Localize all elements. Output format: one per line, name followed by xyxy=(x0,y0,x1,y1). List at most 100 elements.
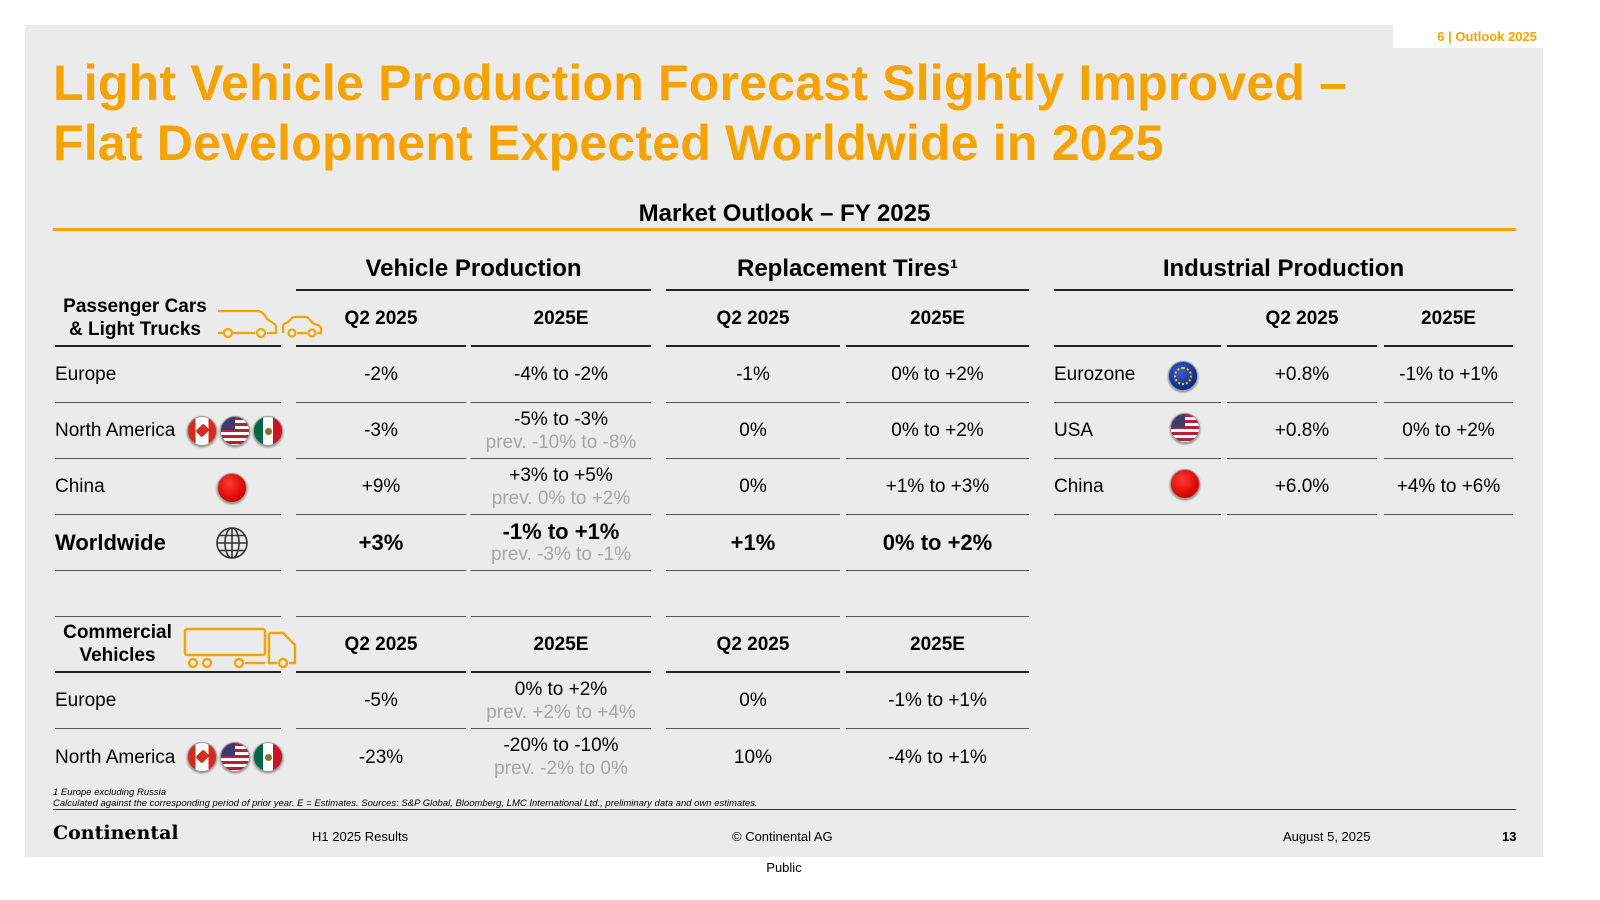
market-outlook-subtitle: Market Outlook – FY 2025 xyxy=(638,200,931,227)
pc-na-vp-q2: -3% xyxy=(296,403,466,459)
cv-rt-q2-header: Q2 2025 xyxy=(666,617,840,673)
china-flag-icon xyxy=(1170,469,1200,499)
ip-usa-fy: 0% to +2% xyxy=(1384,403,1513,459)
canada-flag-icon xyxy=(187,416,217,446)
ip-blank-header xyxy=(1054,291,1221,347)
commercial-label-cell: Commercial Vehicles xyxy=(55,617,297,673)
car-van-icon xyxy=(218,309,323,339)
north-america-flags xyxy=(187,416,283,446)
region-label: North America xyxy=(55,746,176,768)
cv-na-rt-q2: 10% xyxy=(733,746,773,768)
industrial-production-header: Industrial Production xyxy=(1054,255,1513,291)
pc-ww-vp-prev: prev. -3% to -1% xyxy=(490,543,632,565)
table-row: Europe xyxy=(55,347,281,403)
region-label: USA xyxy=(1054,420,1094,441)
pc-ww-vp-fy: -1% to +1% xyxy=(502,518,620,544)
pc-china-vp-prev: prev. 0% to +2% xyxy=(491,487,631,509)
region-label: North America xyxy=(55,420,176,441)
cv-europe-rt-q2: 0% xyxy=(666,673,840,729)
pc-ww-rt-fy: 0% to +2% xyxy=(846,515,1029,571)
pc-china-rt-fy: +1% to +3% xyxy=(846,459,1029,515)
pc-europe-rt-q2: -1% xyxy=(666,347,840,403)
table-row: Europe xyxy=(55,673,281,729)
cv-na-vp-q2: -23% xyxy=(358,746,404,768)
cv-europe-vp-fy: 0% to +2% xyxy=(514,678,608,700)
pc-na-rt-q2: 0% xyxy=(666,403,840,459)
ip-eurozone-fy: -1% to +1% xyxy=(1384,347,1513,403)
cv-europe-vp-q2: -5% xyxy=(296,673,466,729)
cv-na-rt-fy: -4% to +1% xyxy=(888,746,987,768)
canada-flag-icon xyxy=(187,742,217,772)
north-america-flags xyxy=(187,742,283,772)
mexico-flag-icon xyxy=(253,416,283,446)
table-row: USA xyxy=(1054,403,1221,459)
pc-na-vp-fy-cell: -5% to -3% prev. -10% to -8% xyxy=(471,403,651,459)
spacer-rule xyxy=(296,561,466,617)
slide: 6 | Outlook 2025 Light Vehicle Productio… xyxy=(25,25,1543,857)
cv-vp-fy-header: 2025E xyxy=(471,617,651,673)
footer-date: August 5, 2025 xyxy=(1283,829,1371,844)
continental-logo: Continental xyxy=(53,822,179,844)
truck-icon xyxy=(183,627,297,669)
commercial-vehicles-label: Commercial Vehicles xyxy=(63,622,172,666)
cv-na-vp-fy: -20% to -10% xyxy=(503,735,619,756)
spacer-rule xyxy=(666,561,840,617)
page-number: 13 xyxy=(1502,829,1517,844)
mexico-flag-icon xyxy=(253,742,283,772)
region-label: China xyxy=(55,476,105,497)
ip-fy-header: 2025E xyxy=(1384,291,1513,347)
ip-china-q2: +6.0% xyxy=(1227,459,1377,515)
ip-usa-q2: +0.8% xyxy=(1227,403,1377,459)
table-row: North America xyxy=(55,403,283,459)
pc-china-vp-fy: +3% to +5% xyxy=(509,464,613,486)
pc-rt-fy-header: 2025E xyxy=(846,291,1029,347)
cv-europe-rt-fy: -1% to +1% xyxy=(846,673,1029,729)
pc-na-rt-fy: 0% to +2% xyxy=(846,403,1029,459)
slide-tag: 6 | Outlook 2025 xyxy=(1393,25,1543,48)
classification-label: Public xyxy=(766,860,802,875)
passenger-cars-label-cell: Passenger Cars & Light Trucks xyxy=(55,291,323,347)
region-label: Eurozone xyxy=(1054,364,1136,385)
ip-q2-header: Q2 2025 xyxy=(1227,291,1377,347)
vehicle-production-header: Vehicle Production xyxy=(296,255,651,291)
pc-ww-rt-q2: +1% xyxy=(666,515,840,571)
pc-ww-vp-q2: +3% xyxy=(296,515,466,571)
footnote-2: Calculated against the corresponding per… xyxy=(53,798,758,809)
table-row: North America xyxy=(55,729,283,785)
cv-europe-vp-prev: prev. +2% to +4% xyxy=(486,701,636,723)
eu-flag-icon xyxy=(1168,361,1198,391)
footer-event: H1 2025 Results xyxy=(312,829,409,844)
pc-vp-fy-header: 2025E xyxy=(471,291,651,347)
pc-europe-rt-fy: 0% to +2% xyxy=(846,347,1029,403)
pc-europe-vp-fy: -4% to -2% xyxy=(471,347,651,403)
cv-na-vp-prev: prev. -2% to 0% xyxy=(494,758,628,779)
pc-europe-vp-q2: -2% xyxy=(296,347,466,403)
pc-ww-vp-fy-cell: -1% to +1% prev. -3% to -1% xyxy=(471,515,651,571)
globe-icon xyxy=(216,527,248,559)
passenger-cars-label: Passenger Cars & Light Trucks xyxy=(63,296,207,340)
spacer-rule xyxy=(55,561,281,617)
pc-china-vp-fy-cell: +3% to +5% prev. 0% to +2% xyxy=(471,459,651,515)
table-row: Eurozone xyxy=(1054,347,1221,403)
region-label: Worldwide xyxy=(55,530,166,555)
cv-europe-vp-fy-cell: 0% to +2% prev. +2% to +4% xyxy=(471,673,651,729)
orange-divider xyxy=(53,228,1516,231)
spacer-rule xyxy=(846,561,1029,617)
region-label: Europe xyxy=(55,364,117,385)
pc-na-vp-prev: prev. -10% to -8% xyxy=(485,431,637,453)
pc-china-vp-q2: +9% xyxy=(296,459,466,515)
replacement-tires-header: Replacement Tires¹ xyxy=(666,255,1029,291)
footnotes: 1 Europe excluding Russia Calculated aga… xyxy=(53,787,758,809)
footer-divider xyxy=(53,809,1516,810)
pc-rt-q2-header: Q2 2025 xyxy=(666,291,840,347)
pc-china-rt-q2: 0% xyxy=(666,459,840,515)
usa-flag-icon xyxy=(220,742,250,772)
cv-na-vp-fy-cell: -20% to -10% prev. -2% to 0% xyxy=(471,729,651,785)
pc-na-vp-fy: -5% to -3% xyxy=(514,408,608,430)
region-label: Europe xyxy=(55,690,117,711)
usa-flag-icon xyxy=(220,416,250,446)
cv-vp-q2-header: Q2 2025 xyxy=(296,617,466,673)
slide-title: Light Vehicle Production Forecast Slight… xyxy=(53,53,1453,173)
region-label: China xyxy=(1054,476,1104,497)
cv-rt-fy-header: 2025E xyxy=(846,617,1029,673)
